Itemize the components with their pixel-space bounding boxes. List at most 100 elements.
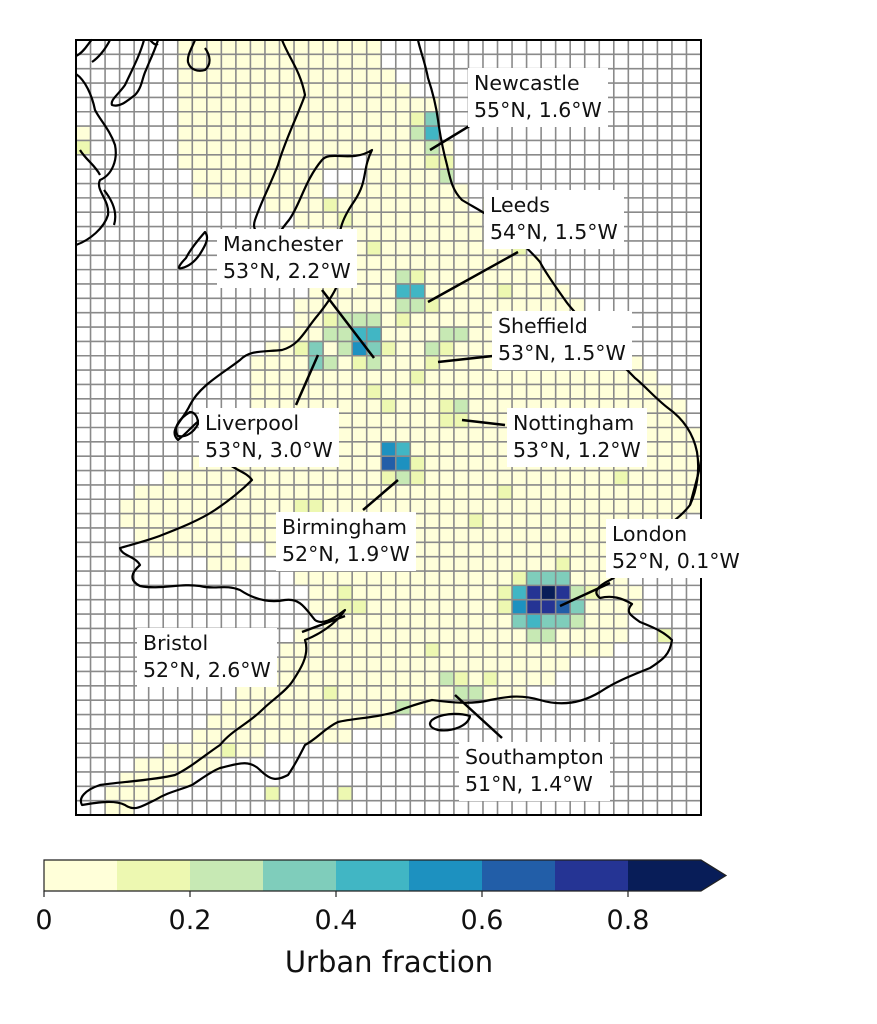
- urban-cell: [395, 441, 411, 457]
- city-leader-lines: [294, 123, 611, 739]
- urban-cell: [512, 599, 527, 615]
- urban-cell: [497, 484, 513, 500]
- city-coordinates: 51°N, 1.4°W: [465, 772, 593, 796]
- city-coordinates: 52°N, 1.9°W: [282, 542, 410, 566]
- leader-line-nottingham: [461, 418, 506, 427]
- city-coordinates: 52°N, 0.1°W: [612, 549, 740, 573]
- colorbar-segment: [482, 860, 556, 891]
- urban-cell: [366, 240, 382, 256]
- colorbar-segment: [190, 860, 264, 891]
- colorbar-tick-0.2: 0.2: [168, 905, 212, 936]
- urban-cell: [395, 298, 411, 313]
- land-cell-row: [279, 642, 614, 658]
- urban-cell: [526, 585, 542, 600]
- urban-cell: [526, 599, 542, 615]
- urban-cell: [424, 111, 440, 127]
- urban-cell: [526, 614, 542, 629]
- urban-cell: [323, 355, 338, 371]
- urban-cell: [541, 614, 556, 629]
- urban-cell: [352, 312, 367, 328]
- land-cell-row: [308, 269, 556, 284]
- urban-cell: [570, 599, 585, 615]
- urban-cell: [395, 283, 411, 299]
- urban-cell: [308, 499, 324, 514]
- urban-cell: [482, 671, 498, 686]
- city-name: Liverpool: [205, 411, 300, 435]
- land-cell-row: [250, 384, 672, 399]
- city-name: Nottingham: [513, 411, 635, 435]
- colorbar-segment: [409, 860, 483, 891]
- urban-cell: [439, 671, 454, 686]
- leader-line-birmingham: [362, 479, 399, 511]
- urban-cell: [323, 197, 338, 213]
- city-coordinates: 55°N, 1.6°W: [474, 98, 602, 122]
- urban-cell: [366, 327, 382, 342]
- urban-cell: [323, 327, 338, 342]
- urban-cell: [613, 470, 629, 485]
- urban-cell: [395, 456, 411, 471]
- land-cell-row: [250, 671, 556, 686]
- urban-cell: [512, 585, 527, 600]
- urban-cell: [308, 341, 324, 356]
- urban-cell: [424, 154, 440, 170]
- urban-cell: [352, 599, 367, 615]
- urban-cell: [395, 312, 411, 328]
- urban-cell: [497, 283, 513, 299]
- urban-cell: [453, 327, 469, 342]
- urban-cell: [555, 556, 571, 572]
- urban-cell: [512, 614, 527, 629]
- urban-cell: [424, 341, 440, 356]
- urban-cell: [555, 571, 571, 586]
- urban-cell: [381, 456, 396, 471]
- urban-cell: [570, 614, 585, 629]
- land-cell-row: [264, 657, 571, 672]
- urban-cell: [453, 413, 469, 428]
- urban-cell: [352, 355, 367, 371]
- urban-cell: [410, 370, 425, 385]
- urban-cell: [453, 685, 469, 701]
- leader-line-sheffield: [437, 353, 503, 364]
- city-label-leeds: Leeds 54°N, 1.5°W: [484, 190, 624, 249]
- urban-cell: [439, 413, 454, 428]
- land-cell-row: [76, 126, 91, 141]
- urban-cell: [410, 126, 425, 141]
- urban-cell: [526, 571, 542, 586]
- urban-cell: [410, 111, 425, 127]
- city-label-bristol: Bristol 52°N, 2.6°W: [137, 628, 277, 687]
- urban-cell: [264, 786, 280, 801]
- city-coordinates: 53°N, 1.2°W: [513, 438, 641, 462]
- coastline-isle-of-wight: [428, 712, 472, 732]
- colorbar: [43, 859, 728, 897]
- coastline-anglesey: [174, 410, 200, 438]
- land-cell-row: [192, 728, 295, 744]
- urban-cell: [512, 571, 527, 586]
- urban-cell: [541, 599, 556, 615]
- urban-cell: [424, 126, 440, 141]
- urban-cell: [337, 599, 353, 615]
- urban-cell: [439, 327, 454, 342]
- urban-cell: [395, 269, 411, 284]
- leader-line-southampton: [454, 694, 503, 739]
- urban-cell: [410, 269, 425, 284]
- city-label-sheffield: Sheffield 53°N, 1.5°W: [492, 311, 632, 370]
- urban-cell: [337, 786, 353, 801]
- map-border: [75, 39, 702, 816]
- urban-cell: [497, 599, 513, 615]
- land-cell-row: [294, 571, 629, 586]
- urban-cell: [453, 671, 469, 686]
- colorbar-segment: [44, 860, 118, 891]
- leader-line-bristol: [301, 614, 346, 634]
- urban-cell: [424, 642, 440, 658]
- city-name: Bristol: [143, 631, 209, 655]
- colorbar-segment: [263, 860, 337, 891]
- urban-cell: [497, 585, 513, 600]
- city-label-nottingham: Nottingham 53°N, 1.2°W: [507, 408, 647, 467]
- city-label-liverpool: Liverpool 53°N, 3.0°W: [199, 408, 339, 467]
- city-name: Newcastle: [474, 71, 580, 95]
- colorbar-label: Urban fraction: [284, 945, 494, 979]
- colorbar-tick-0: 0: [35, 905, 53, 936]
- urban-cell: [337, 327, 353, 342]
- city-label-southampton: Southampton 51°N, 1.4°W: [459, 742, 610, 801]
- city-name: Birmingham: [282, 515, 408, 539]
